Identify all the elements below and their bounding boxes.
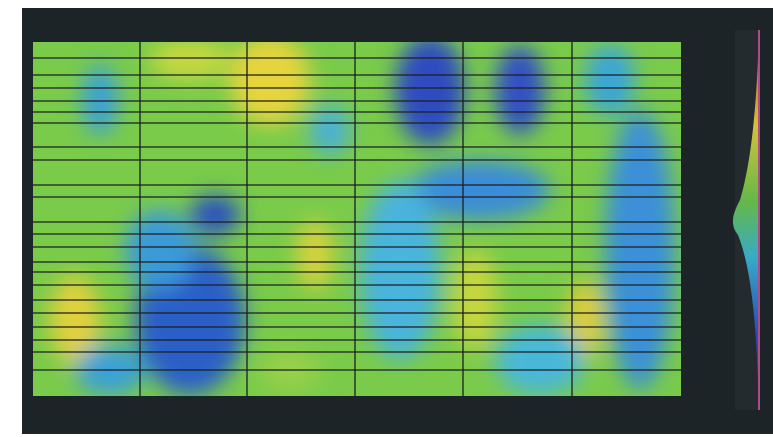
grid-lines bbox=[33, 42, 681, 396]
colorbar-histogram bbox=[732, 30, 759, 410]
heatmap bbox=[33, 42, 681, 396]
colorbar bbox=[732, 30, 760, 410]
